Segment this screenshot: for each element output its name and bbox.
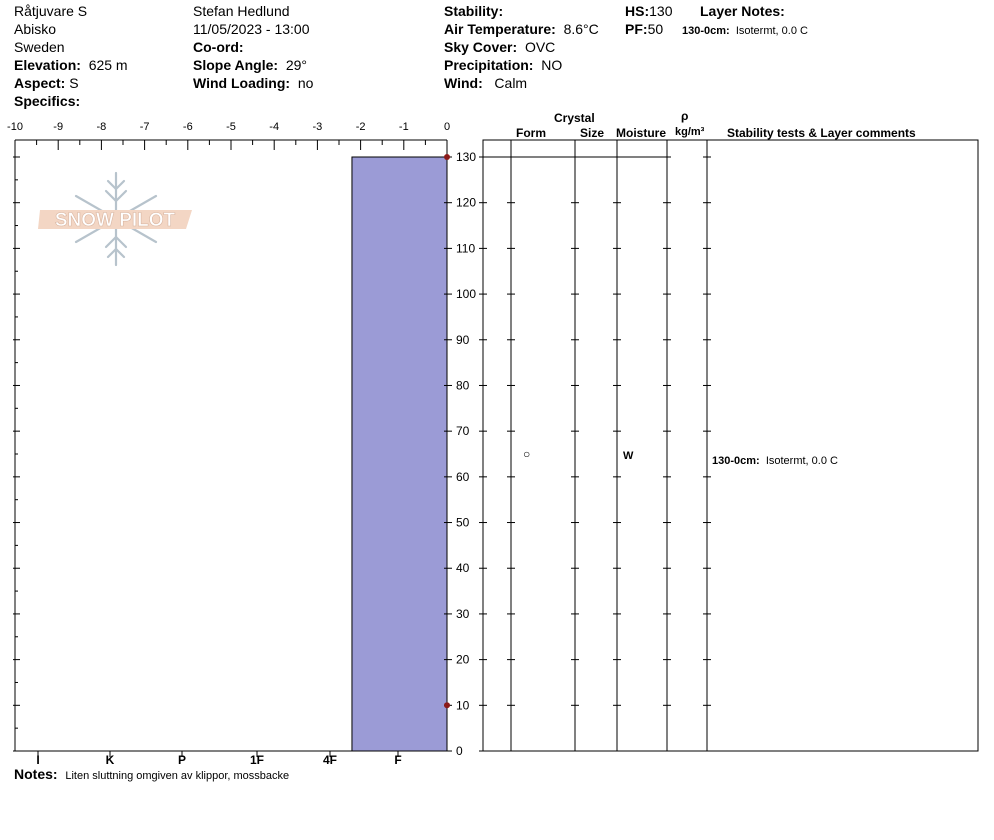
hs-label: HS: <box>625 3 650 19</box>
hardness-tick-label: P <box>178 753 186 767</box>
hardness-layer-bar <box>351 156 448 752</box>
depth-tick-label: 130 <box>456 150 476 164</box>
wind-value: Calm <box>494 75 528 91</box>
precip-value: NO <box>541 57 563 73</box>
depth-tick-label: 100 <box>456 287 476 301</box>
density-symbol: ρ <box>681 109 689 123</box>
depth-tick-label: 20 <box>456 653 470 667</box>
depth-tick-label: 120 <box>456 196 476 210</box>
moisture-value: W <box>623 450 634 462</box>
notes-label: Notes: <box>14 766 58 782</box>
temp-tick-label: 0 <box>444 121 450 133</box>
temp-tick-label: -10 <box>7 121 23 133</box>
layer-comment: 130-0cm: Isotermt, 0.0 C <box>712 453 838 470</box>
temperature-point <box>444 702 450 709</box>
moisture-header: Moisture <box>616 126 667 140</box>
slope-value: 29° <box>285 57 307 73</box>
sky-label: Sky Cover: <box>444 39 518 55</box>
crystal-header: Crystal <box>554 111 595 125</box>
precip-label: Precipitation: <box>444 57 534 73</box>
temperature-point <box>444 154 450 160</box>
layer-comment-depth: 130-0cm: <box>712 455 760 467</box>
precip-row: Precipitation: NO <box>444 57 562 74</box>
aspect-label: Aspect: <box>14 75 66 91</box>
temp-tick-label: -4 <box>269 121 279 133</box>
aspect-value: S <box>69 75 79 91</box>
layer-note: 130-0cm: Isotermt, 0.0 C <box>682 23 808 40</box>
pf-label: PF: <box>625 21 648 37</box>
aspect-row: Aspect: S <box>14 75 79 92</box>
grain-form-symbol: ○ <box>523 447 531 461</box>
sky-value: OVC <box>524 39 556 55</box>
depth-tick-label: 60 <box>456 470 470 484</box>
slope-label: Slope Angle: <box>193 57 279 73</box>
pf-row: PF:50 <box>625 21 663 38</box>
temp-tick-label: -3 <box>313 121 323 133</box>
depth-tick-label: 110 <box>456 241 475 255</box>
depth-tick-label: 30 <box>456 607 470 621</box>
temp-tick-label: -6 <box>183 121 193 133</box>
pf-value: 50 <box>647 21 664 37</box>
layer-note-depth: 130-0cm: <box>682 25 730 37</box>
date-time: 11/05/2023 - 13:00 <box>193 21 310 37</box>
elevation-value: 625 m <box>88 57 128 73</box>
temp-tick-label: -7 <box>140 121 150 133</box>
hardness-tick-label: K <box>106 753 115 767</box>
hardness-tick-label: F <box>394 753 401 767</box>
wind-loading-row: Wind Loading: no <box>193 75 313 92</box>
notes: Notes: Liten sluttning omgiven av klippo… <box>14 766 289 785</box>
size-header: Size <box>580 126 605 140</box>
air-temp-row: Air Temperature: 8.6°C <box>444 21 599 38</box>
wind-row: Wind: Calm <box>444 75 527 92</box>
layer-comment-text: Isotermt, 0.0 C <box>765 455 838 467</box>
temp-tick-label: -2 <box>356 121 366 133</box>
form-header: Form <box>516 126 546 140</box>
depth-tick-label: 40 <box>456 561 470 575</box>
depth-tick-label: 90 <box>456 333 470 347</box>
stability-label: Stability: <box>444 3 504 19</box>
hardness-tick-label: 4F <box>323 753 337 767</box>
depth-tick-label: 10 <box>456 698 470 712</box>
site-name: Råtjuvare S <box>14 3 88 19</box>
air-temp-value: 8.6°C <box>563 21 599 37</box>
wind-loading-label: Wind Loading: <box>193 75 291 91</box>
sky-row: Sky Cover: OVC <box>444 39 555 56</box>
hardness-tick-label: 1F <box>250 753 264 767</box>
specifics-label: Specifics: <box>14 93 81 109</box>
hardness-tick-label: I <box>36 753 39 767</box>
density-unit: kg/m³ <box>675 126 705 138</box>
depth-tick-label: 80 <box>456 378 470 392</box>
layer-note-text: Isotermt, 0.0 C <box>735 25 808 37</box>
temp-tick-label: -5 <box>226 121 236 133</box>
elevation-label: Elevation: <box>14 57 81 73</box>
table-frame <box>482 139 979 752</box>
notes-text: Liten sluttning omgiven av klippor, moss… <box>65 770 290 782</box>
location: Abisko <box>14 21 57 37</box>
depth-tick-label: 0 <box>456 744 463 758</box>
hs-value: 130 <box>649 3 673 19</box>
temp-tick-label: -8 <box>97 121 107 133</box>
slope-row: Slope Angle: 29° <box>193 57 307 74</box>
layer-notes-label: Layer Notes: <box>700 3 785 19</box>
temp-tick-label: -1 <box>399 121 409 133</box>
comments-header: Stability tests & Layer comments <box>727 126 916 140</box>
hs-row: HS:130 <box>625 3 672 20</box>
temp-tick-label: -9 <box>53 121 63 133</box>
elevation-row: Elevation: 625 m <box>14 57 128 74</box>
observer: Stefan Hedlund <box>193 3 290 19</box>
country: Sweden <box>14 39 65 55</box>
coord-label: Co-ord: <box>193 39 244 55</box>
wind-label: Wind: <box>444 75 483 91</box>
depth-tick-label: 70 <box>456 424 470 438</box>
air-temp-label: Air Temperature: <box>444 21 556 37</box>
depth-tick-label: 50 <box>456 516 470 530</box>
wind-loading-value: no <box>297 75 314 91</box>
